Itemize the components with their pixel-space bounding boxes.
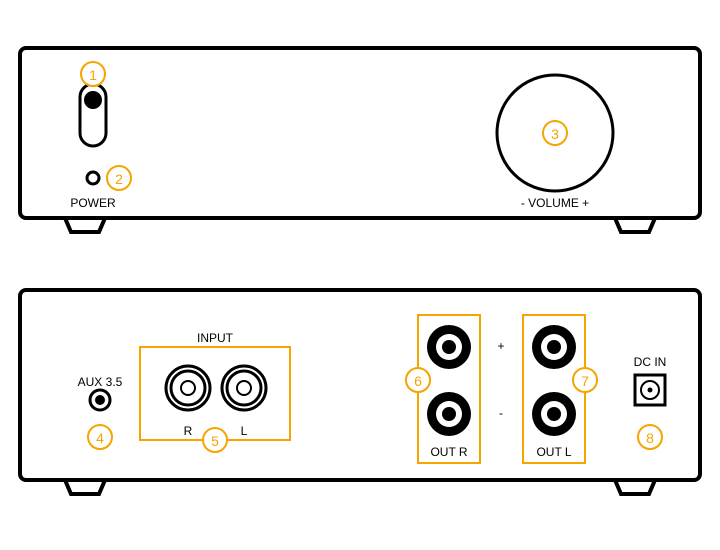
plus-label: + xyxy=(497,339,504,353)
speaker-out-r-pos-hole xyxy=(442,340,456,354)
aux-jack-hole xyxy=(95,395,105,405)
aux-label: AUX 3.5 xyxy=(78,375,123,389)
callout-2-number: 2 xyxy=(115,171,123,187)
volume-label: - VOLUME + xyxy=(521,196,589,210)
speaker-out-l-pos-hole xyxy=(547,340,561,354)
callout-3-number: 3 xyxy=(551,126,559,142)
callout-5-number: 5 xyxy=(211,433,219,449)
front-foot-1 xyxy=(615,218,655,232)
rca-l-label: L xyxy=(241,424,248,438)
power-led xyxy=(87,172,99,184)
dc-in-label: DC IN xyxy=(634,355,667,369)
out-l-label: OUT L xyxy=(536,445,571,459)
rca-r-label: R xyxy=(184,424,193,438)
rear-foot-1 xyxy=(615,480,655,494)
power-switch-knob[interactable] xyxy=(84,91,102,109)
callout-1-number: 1 xyxy=(89,67,97,83)
out-r-label: OUT R xyxy=(430,445,467,459)
callout-8-number: 8 xyxy=(646,430,654,446)
rca-input-r-pin xyxy=(181,381,195,395)
dc-jack-pin xyxy=(648,388,653,393)
minus-label: - xyxy=(499,406,503,420)
power-label: POWER xyxy=(70,196,116,210)
rear-foot-0 xyxy=(65,480,105,494)
callout-4-number: 4 xyxy=(96,430,104,446)
rca-input-l-pin xyxy=(237,381,251,395)
callout-6-number: 6 xyxy=(414,373,422,389)
speaker-out-l-neg-hole xyxy=(547,407,561,421)
callout-7-number: 7 xyxy=(581,373,589,389)
input-label: INPUT xyxy=(197,331,234,345)
speaker-out-r-neg-hole xyxy=(442,407,456,421)
front-foot-0 xyxy=(65,218,105,232)
